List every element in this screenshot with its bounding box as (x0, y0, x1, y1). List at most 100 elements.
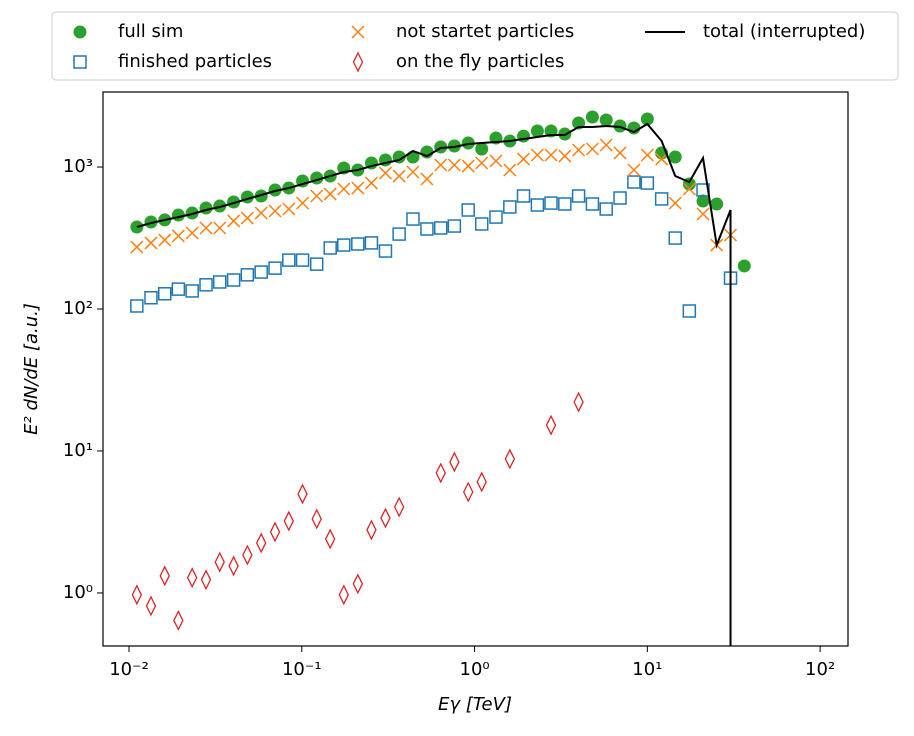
marker (199, 278, 213, 292)
marker (475, 156, 489, 170)
marker (295, 253, 310, 267)
marker (131, 584, 143, 606)
plot-frame (102, 91, 849, 647)
marker (282, 253, 296, 267)
marker (158, 287, 172, 301)
marker (158, 233, 172, 247)
legend-label: not startet particles (396, 21, 574, 42)
marker (447, 158, 461, 172)
marker (585, 197, 600, 211)
marker (655, 152, 669, 166)
marker (545, 414, 557, 436)
marker (433, 221, 448, 235)
marker (212, 275, 227, 289)
marker (240, 211, 254, 225)
marker (173, 610, 184, 631)
legend-marker (351, 25, 365, 39)
marker (613, 191, 627, 205)
marker (435, 462, 446, 484)
marker (434, 158, 448, 172)
x-tick-label: 10⁰ (460, 659, 490, 680)
marker (228, 555, 239, 577)
marker (254, 265, 268, 279)
marker (186, 567, 198, 589)
marker (185, 284, 199, 298)
marker (296, 196, 310, 210)
marker (199, 221, 213, 235)
marker (558, 149, 572, 163)
marker (393, 496, 405, 518)
marker (668, 231, 682, 245)
y-tick-label: 10³ (63, 156, 93, 177)
marker (364, 236, 379, 250)
marker (324, 528, 336, 550)
marker (311, 508, 322, 530)
plot-area (130, 110, 751, 646)
legend (51, 11, 899, 81)
marker (599, 138, 613, 152)
marker (461, 136, 475, 150)
marker (269, 521, 281, 543)
marker (268, 261, 282, 275)
x-tick-label: 10² (805, 659, 835, 680)
marker (171, 229, 185, 243)
marker (380, 507, 391, 529)
marker (144, 236, 158, 250)
marker (599, 113, 613, 127)
marker (573, 391, 584, 413)
marker (599, 202, 613, 216)
marker (242, 544, 253, 566)
marker (640, 112, 654, 126)
marker (475, 142, 489, 156)
marker (378, 244, 393, 258)
marker (352, 573, 364, 595)
marker (461, 159, 475, 173)
marker (337, 182, 351, 196)
marker (503, 200, 517, 214)
marker (530, 148, 544, 162)
marker (144, 291, 158, 305)
marker (213, 221, 227, 235)
x-tick-label: 10¹ (632, 659, 662, 680)
marker (255, 532, 267, 554)
marker (530, 198, 545, 212)
marker (130, 299, 144, 313)
y-tick-label: 10¹ (63, 440, 93, 461)
marker (337, 238, 351, 252)
marker (710, 197, 724, 211)
y-axis-label: E² dN/dE [a.u.] (21, 303, 42, 435)
marker (503, 163, 517, 177)
legend-marker (73, 55, 87, 69)
marker (185, 226, 199, 240)
marker (504, 448, 516, 470)
y-tick-label: 10⁰ (63, 582, 93, 603)
marker (489, 210, 503, 224)
marker (323, 187, 337, 201)
marker (696, 207, 710, 221)
marker (351, 181, 365, 195)
marker (654, 192, 669, 206)
legend-label: on the fly particles (396, 51, 564, 72)
x-axis-label: Eγ [TeV] (438, 694, 512, 715)
marker (171, 282, 186, 296)
marker (227, 195, 241, 209)
marker (323, 241, 337, 255)
marker (351, 237, 365, 251)
marker (489, 154, 503, 168)
legend-label: total (interrupted) (703, 21, 865, 42)
marker (283, 510, 295, 532)
marker (668, 150, 682, 164)
marker (406, 212, 420, 226)
marker (696, 194, 710, 208)
marker (145, 595, 157, 617)
series-line (136, 122, 732, 646)
legend-marker (352, 51, 364, 73)
marker (476, 471, 487, 493)
marker (682, 304, 697, 318)
marker (364, 176, 378, 190)
marker (130, 240, 144, 254)
legend-label: full sim (118, 21, 183, 42)
x-tick-label: 10⁻² (109, 659, 149, 680)
